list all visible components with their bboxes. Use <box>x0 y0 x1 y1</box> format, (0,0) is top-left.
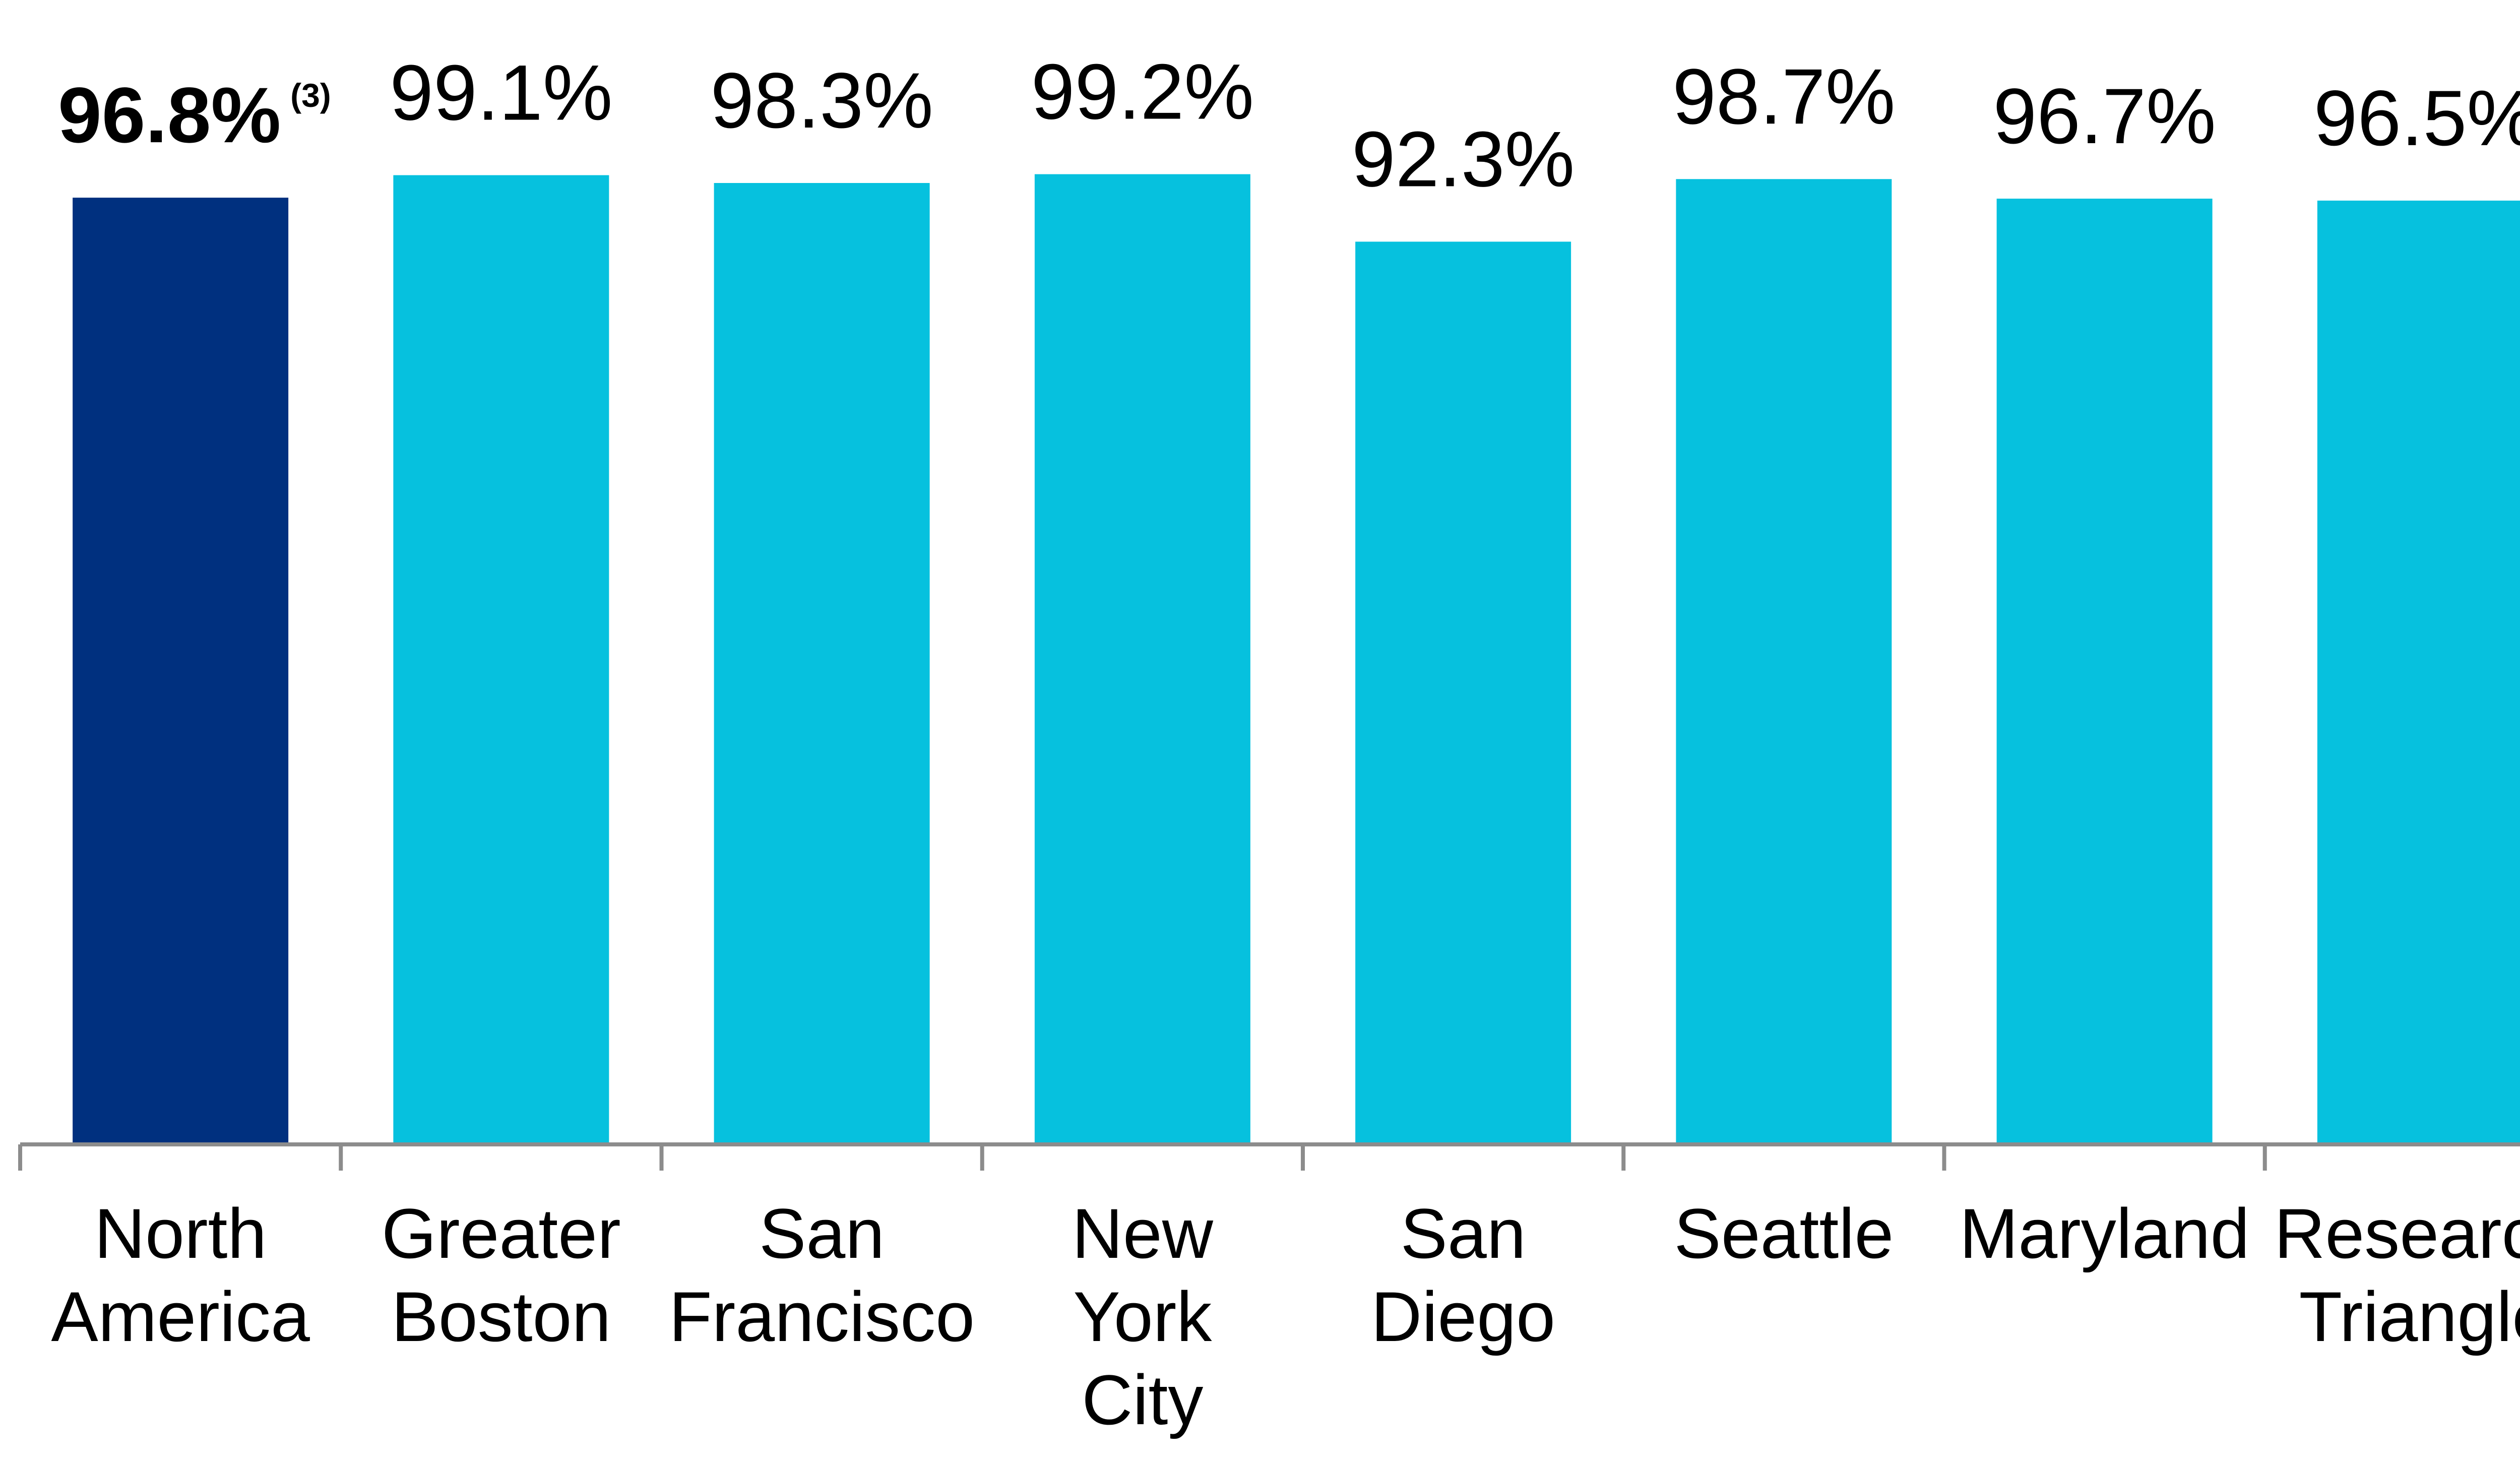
bar-4 <box>1355 241 1571 1144</box>
category-label-3-line-0: New <box>1072 1194 1214 1273</box>
category-label-2-line-0: San <box>759 1194 885 1273</box>
category-label-7-line-1: Triangle <box>2299 1277 2520 1356</box>
x-axis <box>18 1142 2520 1171</box>
value-label-6: 96.7% <box>1993 73 2216 160</box>
value-label-5: 98.7% <box>1672 53 1895 141</box>
category-label-3-line-2: City <box>1082 1360 1203 1439</box>
bars-group <box>73 174 2520 1145</box>
bar-3 <box>1034 174 1250 1144</box>
value-label-0: 96.8% <box>58 72 281 159</box>
footnote-marker: (3) <box>290 77 331 114</box>
value-label-3: 99.2% <box>1031 48 1254 136</box>
bar-6 <box>1996 199 2213 1144</box>
category-label-1-line-1: Boston <box>391 1277 611 1356</box>
value-labels-group: 96.8% (3) 99.1% 98.3% 99.2% 92.3% 98.7% 96.7% 96… <box>58 48 2520 204</box>
value-label-1: 99.1% <box>390 49 612 137</box>
category-labels-group: NorthAmericaGreaterBostonSanFranciscoNew… <box>51 1194 2520 1439</box>
value-label-7: 96.5% <box>2314 75 2520 162</box>
category-label-0-line-0: North <box>94 1194 267 1273</box>
bar-1 <box>393 175 609 1145</box>
category-label-1-line-0: Greater <box>382 1194 621 1273</box>
bar-5 <box>1676 179 1892 1145</box>
category-label-2-line-1: Francisco <box>669 1277 975 1356</box>
bar-7 <box>2317 200 2520 1144</box>
category-label-3-line-1: York <box>1073 1277 1212 1356</box>
category-label-4-line-0: San <box>1401 1194 1526 1273</box>
category-label-5-line-0: Seattle <box>1674 1194 1894 1273</box>
category-label-7-line-0: Research <box>2274 1194 2520 1273</box>
value-label-2: 98.3% <box>710 57 933 145</box>
category-label-0-line-1: America <box>51 1277 310 1356</box>
category-label-4-line-1: Diego <box>1371 1277 1555 1356</box>
category-label-6-line-0: Maryland <box>1960 1194 2250 1273</box>
bar-2 <box>714 182 930 1145</box>
value-label-4: 92.3% <box>1352 115 1574 203</box>
bar-0 <box>73 198 289 1145</box>
